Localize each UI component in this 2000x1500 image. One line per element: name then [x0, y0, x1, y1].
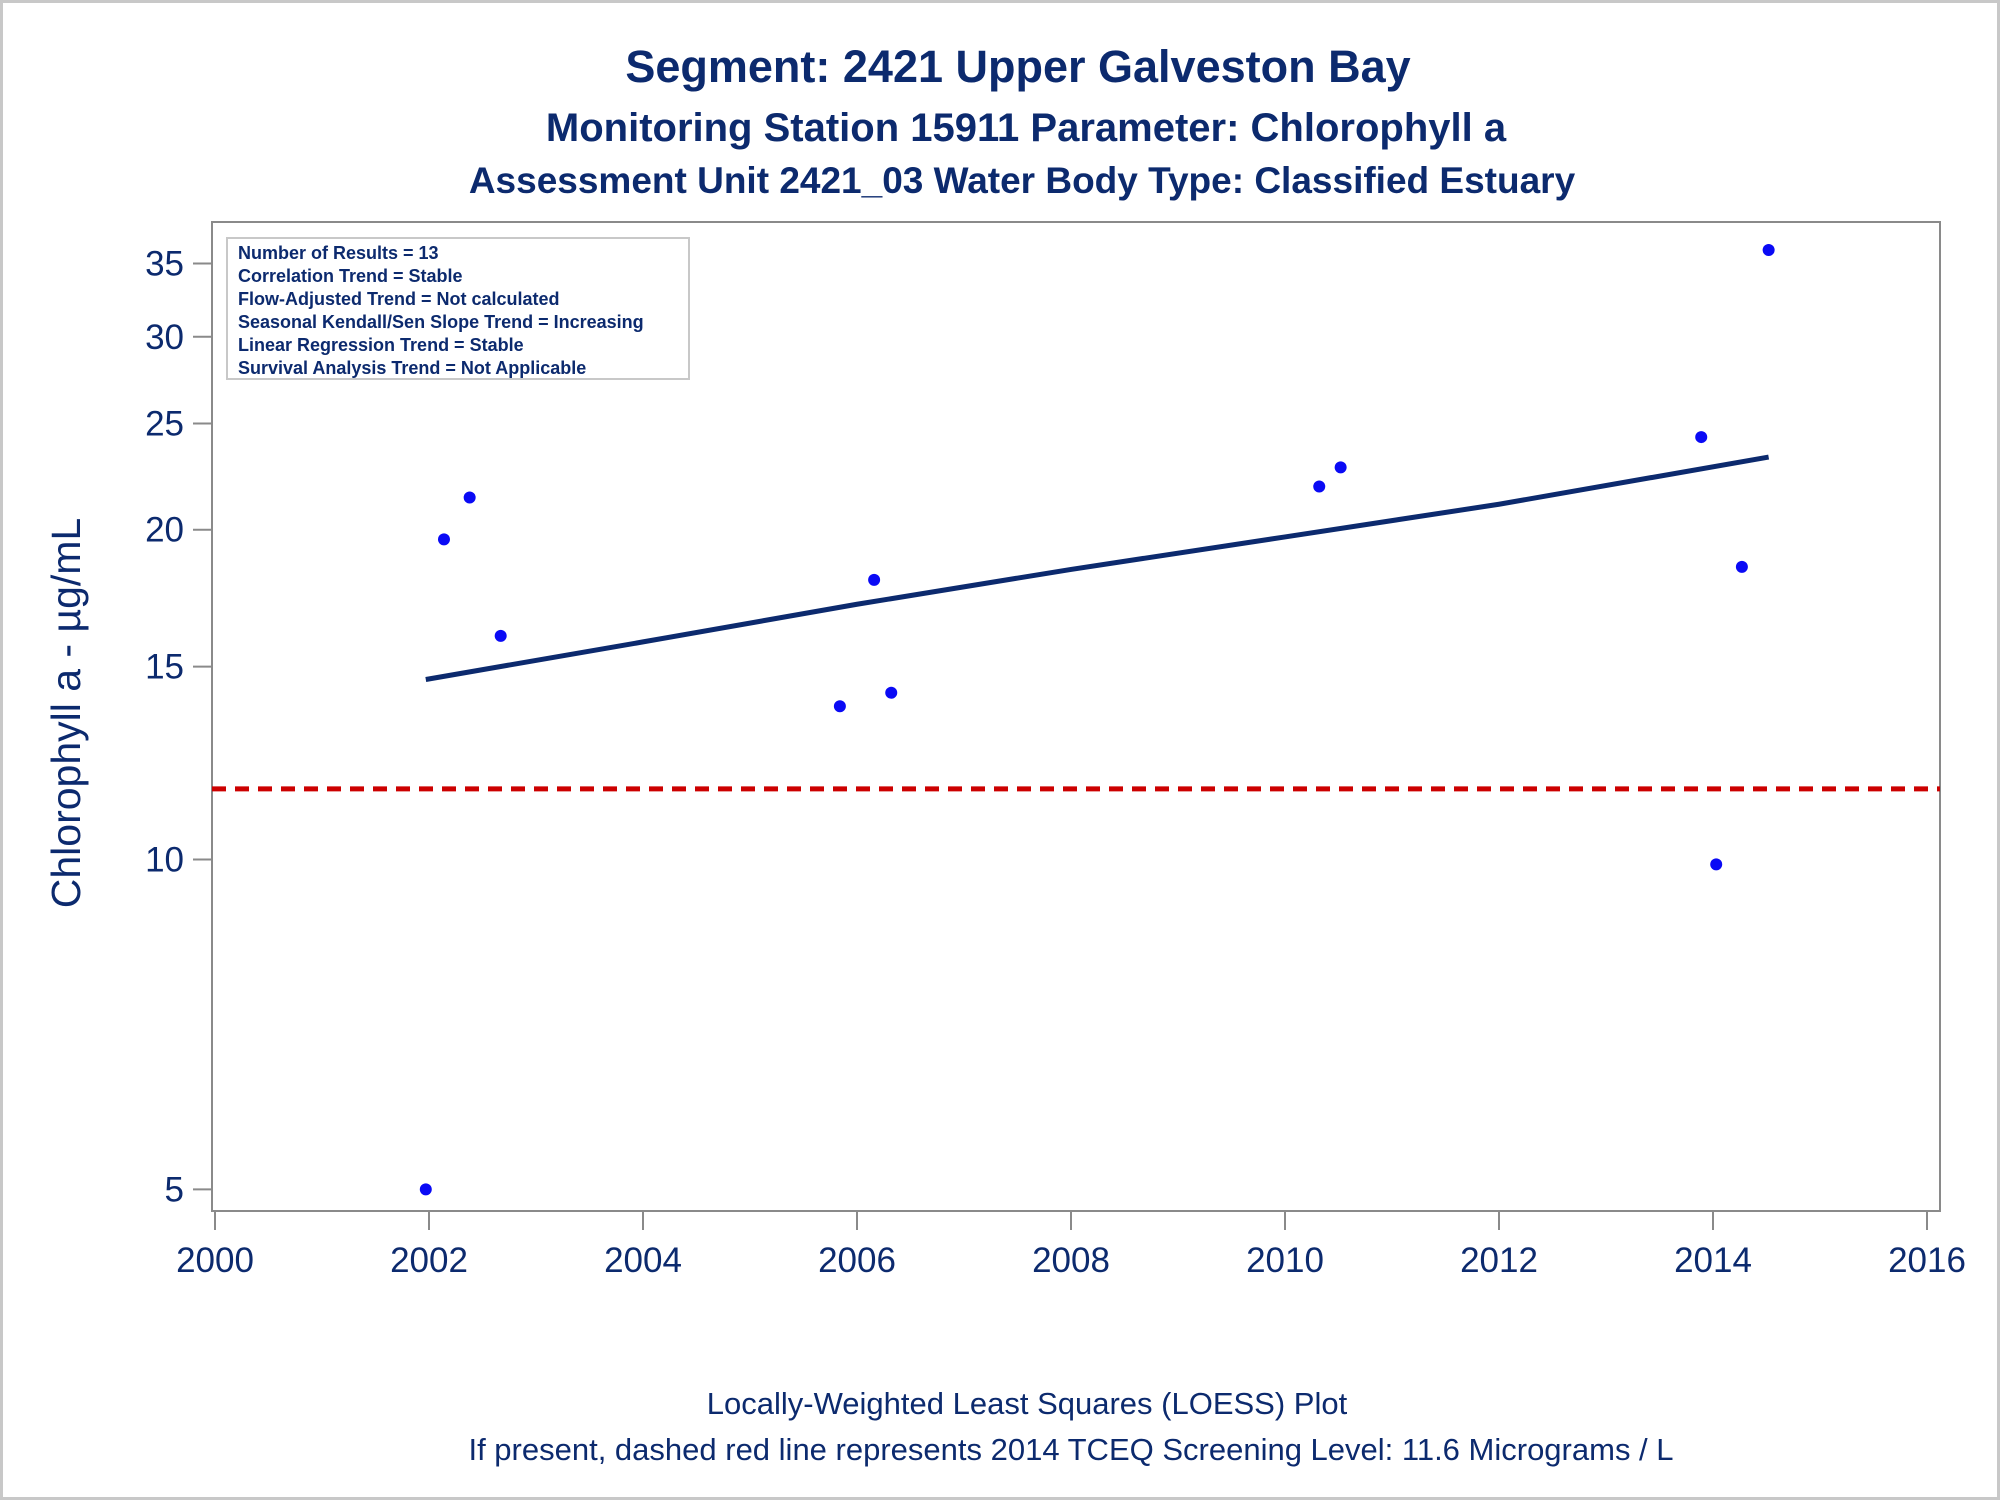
- x-tick-label: 2014: [1674, 1241, 1752, 1280]
- stats-lines: Number of Results = 13 Correlation Trend…: [238, 243, 644, 378]
- data-point: [1735, 560, 1748, 573]
- stat-survival-analysis-trend: Survival Analysis Trend = Not Applicable: [238, 358, 586, 378]
- chart-subtitle: Monitoring Station 15911 Parameter: Chlo…: [546, 106, 1507, 150]
- y-axis-label: Chlorophyll a - µg/mL: [43, 518, 89, 909]
- stat-linear-regression-trend: Linear Regression Trend = Stable: [238, 335, 524, 355]
- footnote-plot-type: Locally-Weighted Least Squares (LOESS) P…: [707, 1386, 1348, 1421]
- data-point: [885, 686, 898, 699]
- x-tick-label: 2002: [390, 1241, 468, 1280]
- x-tick-label: 2016: [1888, 1241, 1966, 1280]
- x-tick-label: 2008: [1032, 1241, 1110, 1280]
- x-tick-label: 2010: [1246, 1241, 1324, 1280]
- y-tick-label: 5: [165, 1170, 184, 1209]
- data-points: [419, 244, 1775, 1196]
- data-point: [1762, 244, 1775, 257]
- plot-area: [211, 221, 1941, 1212]
- x-tick-label: 2012: [1460, 1241, 1538, 1280]
- stat-correlation-trend: Correlation Trend = Stable: [238, 266, 463, 286]
- data-point: [833, 700, 846, 713]
- x-tick-label: 2004: [604, 1241, 682, 1280]
- y-tick-label: 35: [145, 244, 184, 283]
- y-axis: 5 10 15 20 25 30 35: [145, 244, 212, 1209]
- stats-box: [226, 237, 690, 380]
- data-point: [1710, 858, 1723, 871]
- data-point: [1313, 480, 1326, 493]
- data-point: [868, 573, 881, 586]
- y-tick-label: 25: [145, 405, 184, 444]
- y-tick-label: 10: [145, 841, 184, 880]
- x-tick-label: 2000: [176, 1241, 254, 1280]
- y-tick-label: 20: [145, 511, 184, 550]
- stat-seasonal-kendall-trend: Seasonal Kendall/Sen Slope Trend = Incre…: [238, 312, 644, 332]
- data-point: [437, 533, 450, 546]
- chart-title: Segment: 2421 Upper Galveston Bay: [625, 41, 1410, 92]
- stat-number-of-results: Number of Results = 13: [238, 243, 439, 263]
- chart-svg: Segment: 2421 Upper Galveston Bay Monito…: [43, 41, 1966, 1467]
- data-point: [1334, 461, 1347, 474]
- data-point: [419, 1183, 432, 1196]
- chart-subtitle-2: Assessment Unit 2421_03 Water Body Type:…: [469, 160, 1576, 201]
- footnote-screening-level: If present, dashed red line represents 2…: [468, 1432, 1673, 1467]
- data-point: [1695, 431, 1708, 444]
- x-tick-label: 2006: [818, 1241, 896, 1280]
- y-tick-label: 30: [145, 318, 184, 357]
- stat-flow-adjusted-trend: Flow-Adjusted Trend = Not calculated: [238, 289, 560, 309]
- data-point: [463, 491, 476, 504]
- y-tick-label: 15: [145, 648, 184, 687]
- loess-trend-line: [425, 454, 1770, 682]
- x-axis: 2000 2002 2004 2006 2008 2010 2012 2014 2016: [176, 1211, 1966, 1280]
- data-point: [494, 629, 507, 642]
